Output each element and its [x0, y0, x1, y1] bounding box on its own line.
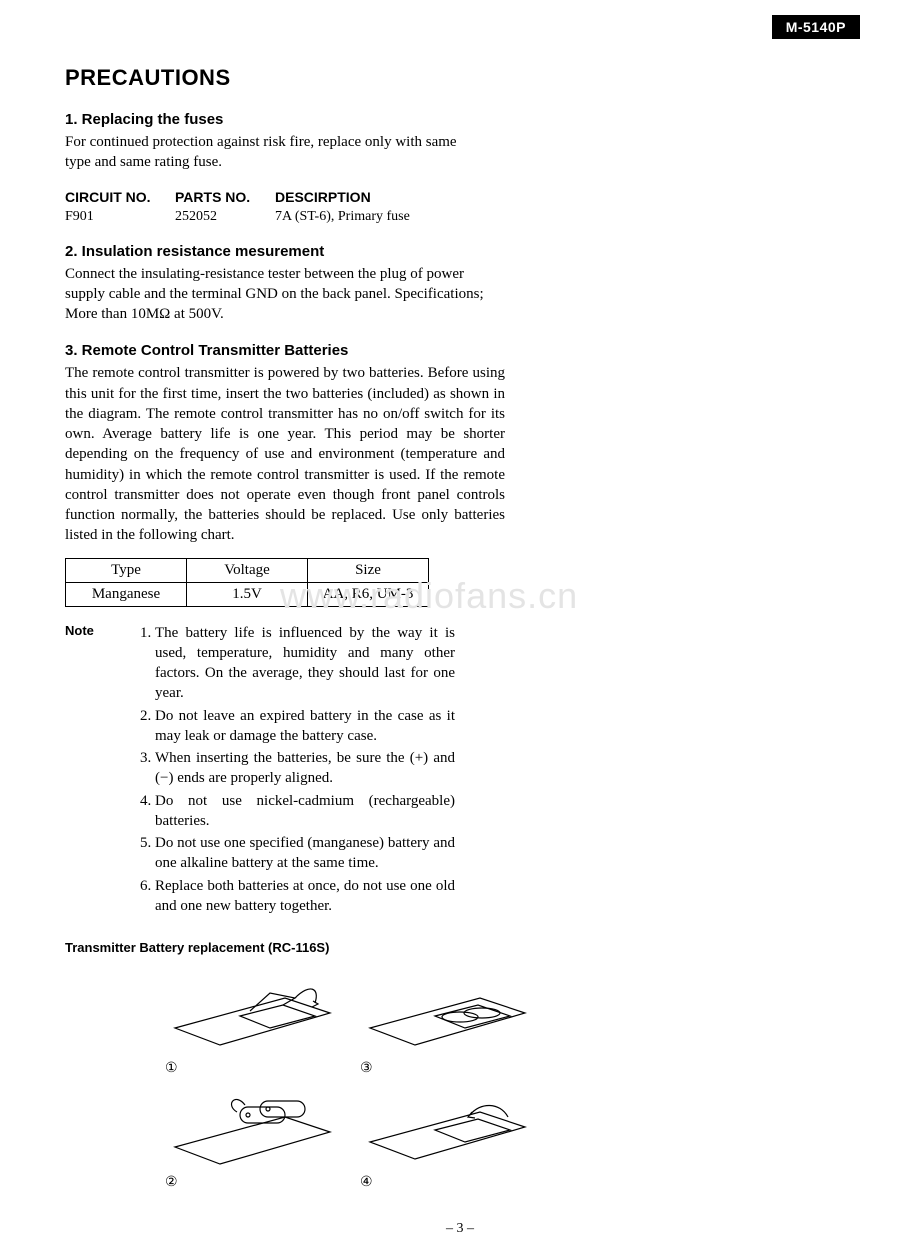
note-item: The battery life is influenced by the wa…	[155, 623, 455, 704]
diagram-heading: Transmitter Battery replacement (RC-116S…	[65, 940, 855, 955]
note-item: Do not leave an expired battery in the c…	[155, 706, 455, 747]
model-badge: M-5140P	[772, 15, 860, 39]
fuse-table: CIRCUIT NO. PARTS NO. DESCIRPTION F901 2…	[65, 189, 855, 225]
note-item: Do not use nickel-cadmium (rechargeable)…	[155, 791, 455, 832]
note-item: Do not use one specified (manganese) bat…	[155, 833, 455, 874]
note-item: When inserting the batteries, be sure th…	[155, 748, 455, 789]
battery-cell-type: Manganese	[66, 582, 187, 606]
remote-diagram-4-icon	[360, 1087, 535, 1167]
section1-heading: 1. Replacing the fuses	[65, 111, 855, 128]
diagram-number-1: ①	[165, 1060, 340, 1077]
battery-cell-size: AA, R6, UM-3	[308, 582, 429, 606]
note-label: Note	[65, 623, 135, 919]
battery-header-type: Type	[66, 558, 187, 582]
page-title: PRECAUTIONS	[65, 65, 855, 91]
diagram-number-4: ④	[360, 1174, 535, 1191]
fuse-cell-parts: 252052	[175, 209, 275, 225]
fuse-header-desc: DESCIRPTION	[275, 189, 495, 205]
section1-body: For continued protection against risk fi…	[65, 132, 485, 173]
fuse-header-parts: PARTS NO.	[175, 189, 275, 205]
diagram-area: ① ③	[165, 973, 545, 1191]
remote-diagram-2-icon	[165, 1087, 340, 1167]
note-item: Replace both batteries at once, do not u…	[155, 876, 455, 917]
battery-header-voltage: Voltage	[187, 558, 308, 582]
diagram-number-3: ③	[360, 1060, 535, 1077]
section3-heading: 3. Remote Control Transmitter Batteries	[65, 342, 855, 359]
battery-header-size: Size	[308, 558, 429, 582]
section3-body: The remote control transmitter is powere…	[65, 363, 505, 545]
battery-cell-voltage: 1.5V	[187, 582, 308, 606]
note-list: The battery life is influenced by the wa…	[135, 623, 455, 919]
page-number: – 3 –	[65, 1221, 855, 1237]
fuse-cell-circuit: F901	[65, 209, 175, 225]
remote-diagram-1-icon	[165, 973, 340, 1053]
section2-heading: 2. Insulation resistance mesurement	[65, 243, 855, 260]
section2-body: Connect the insulating-resistance tester…	[65, 264, 485, 325]
fuse-header-circuit: CIRCUIT NO.	[65, 189, 175, 205]
note-block: Note The battery life is influenced by t…	[65, 623, 525, 919]
remote-diagram-3-icon	[360, 973, 535, 1053]
fuse-cell-desc: 7A (ST-6), Primary fuse	[275, 209, 495, 225]
diagram-number-2: ②	[165, 1174, 340, 1191]
battery-table: Type Voltage Size Manganese 1.5V AA, R6,…	[65, 558, 429, 607]
